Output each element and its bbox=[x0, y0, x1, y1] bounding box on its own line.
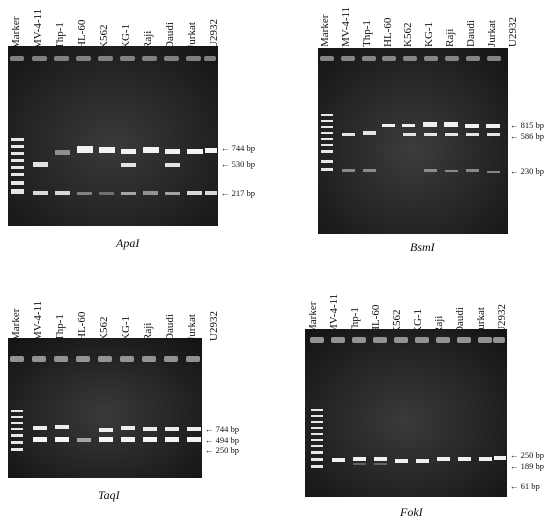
bp-marker-230: ← 230 bp bbox=[510, 166, 544, 176]
enzyme-label-taqi: TaqI bbox=[98, 488, 120, 502]
lane-label-daudi: Daudi bbox=[465, 20, 477, 47]
bp-marker-530: ← 530 bp bbox=[221, 159, 255, 169]
bp-marker-217: ← 217 bp bbox=[221, 188, 255, 198]
lane-label-hl-60: HL-60 bbox=[76, 19, 88, 49]
lane-label-marker: Marker bbox=[10, 308, 22, 341]
lane-label-u2932: U2932 bbox=[208, 311, 220, 341]
lane-label-daudi: Daudi bbox=[164, 314, 176, 341]
bp-marker-250: ← 250 bp bbox=[205, 445, 239, 455]
lane-label-mv-4-11: MV-4-11 bbox=[32, 300, 44, 341]
bp-marker-744: ← 744 bp bbox=[205, 424, 239, 434]
lane-label-u2932: U2932 bbox=[507, 17, 519, 47]
bp-marker-494: ← 494 bp bbox=[205, 435, 239, 445]
enzyme-label-apai: ApaI bbox=[116, 236, 140, 250]
bp-marker-744: ← 744 bp bbox=[221, 143, 255, 153]
lane-label-hl-60: HL-60 bbox=[382, 17, 394, 47]
gel-image-apai bbox=[8, 46, 218, 226]
lane-label-mv-4-11: MV-4-11 bbox=[340, 6, 352, 47]
gel-image-bsmi bbox=[318, 48, 508, 234]
lane-label-mv-4-11: MV-4-11 bbox=[328, 293, 340, 334]
enzyme-label-bsmi: BsmI bbox=[410, 240, 435, 254]
lane-label-k562: K562 bbox=[402, 22, 414, 47]
lane-label-thp-1: Thp-1 bbox=[54, 314, 66, 341]
lane-label-marker: Marker bbox=[10, 16, 22, 49]
lane-label-daudi: Daudi bbox=[164, 22, 176, 49]
bp-marker-586: ← 586 bp bbox=[510, 131, 544, 141]
gel-image-foki bbox=[305, 329, 507, 497]
lane-label-jurkat: Jurkat bbox=[186, 22, 198, 49]
lane-label-hl-60: HL-60 bbox=[76, 311, 88, 341]
lane-label-jurkat: Jurkat bbox=[186, 314, 198, 341]
bp-marker-815: ← 815 bp bbox=[510, 120, 544, 130]
enzyme-label-foki: FokI bbox=[400, 505, 423, 519]
lane-label-thp-1: Thp-1 bbox=[361, 20, 373, 47]
gel-image-taqi bbox=[8, 338, 202, 478]
lane-label-mv-4-11: MV-4-11 bbox=[32, 8, 44, 49]
bp-marker-250: ← 250 bp bbox=[510, 450, 544, 460]
lane-label-u2932: U2932 bbox=[208, 19, 220, 49]
lane-label-marker: Marker bbox=[319, 14, 331, 47]
lane-label-kg-1: KG-1 bbox=[423, 21, 435, 47]
bp-marker-189: ← 189 bp bbox=[510, 461, 544, 471]
lane-label-raji: Raji bbox=[444, 28, 456, 47]
bp-marker-61: ← 61 bp bbox=[510, 481, 540, 491]
lane-label-jurkat: Jurkat bbox=[486, 20, 498, 47]
lane-label-thp-1: Thp-1 bbox=[54, 22, 66, 49]
